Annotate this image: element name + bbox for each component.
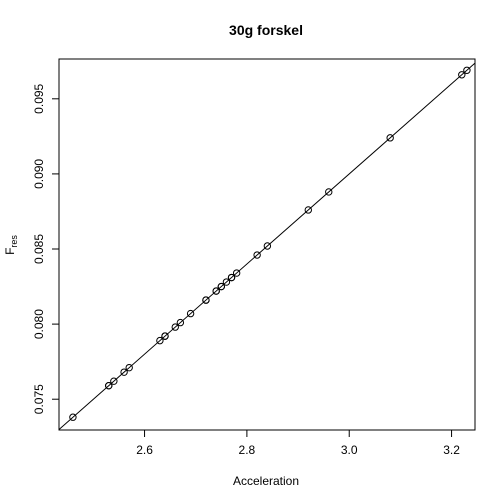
data-point [156, 336, 164, 345]
data-point [171, 323, 179, 331]
data-point [263, 242, 272, 250]
x-tick-label: 2.8 [239, 443, 256, 457]
data-point [105, 381, 113, 390]
y-tick-label: 0.080 [32, 309, 46, 339]
y-axis-label-subscript: res [9, 235, 19, 248]
y-tick-label: 0.090 [32, 159, 46, 189]
data-point [227, 273, 236, 282]
data-point [325, 188, 333, 196]
data-point [202, 296, 210, 304]
y-axis-label-main: F [3, 248, 17, 255]
y-axis-label-group: Fres [3, 235, 19, 255]
chart-title: 30g forskel [229, 22, 303, 38]
data-point [212, 287, 220, 295]
data-point [110, 377, 118, 385]
plot-frame [58, 58, 476, 431]
x-tick-label: 2.6 [136, 443, 153, 457]
data-point [463, 66, 471, 74]
x-axis: 2.6 2.8 3.0 3.2 [136, 430, 460, 457]
y-tick-label: 0.085 [32, 234, 46, 264]
data-point [125, 363, 133, 372]
data-point [176, 318, 185, 327]
data-point [253, 251, 261, 259]
y-tick-label: 0.075 [32, 384, 46, 414]
x-axis-label: Acceleration [233, 474, 299, 488]
y-tick-label: 0.095 [32, 83, 46, 113]
fit-line [59, 62, 475, 430]
data-point [217, 282, 226, 291]
data-point [186, 309, 195, 318]
x-tick-label: 3.2 [443, 443, 460, 457]
data-point [386, 134, 394, 142]
data-point [222, 278, 231, 286]
data-point [458, 71, 466, 79]
y-axis-label: Fres [3, 235, 19, 255]
data-point [120, 368, 128, 376]
data-point [161, 332, 169, 340]
data-point [232, 269, 241, 277]
data-points [69, 66, 471, 421]
y-axis: 0.075 0.080 0.085 0.090 0.095 [32, 83, 59, 414]
data-point [69, 413, 77, 421]
x-tick-label: 3.0 [341, 443, 358, 457]
data-point [304, 206, 312, 214]
